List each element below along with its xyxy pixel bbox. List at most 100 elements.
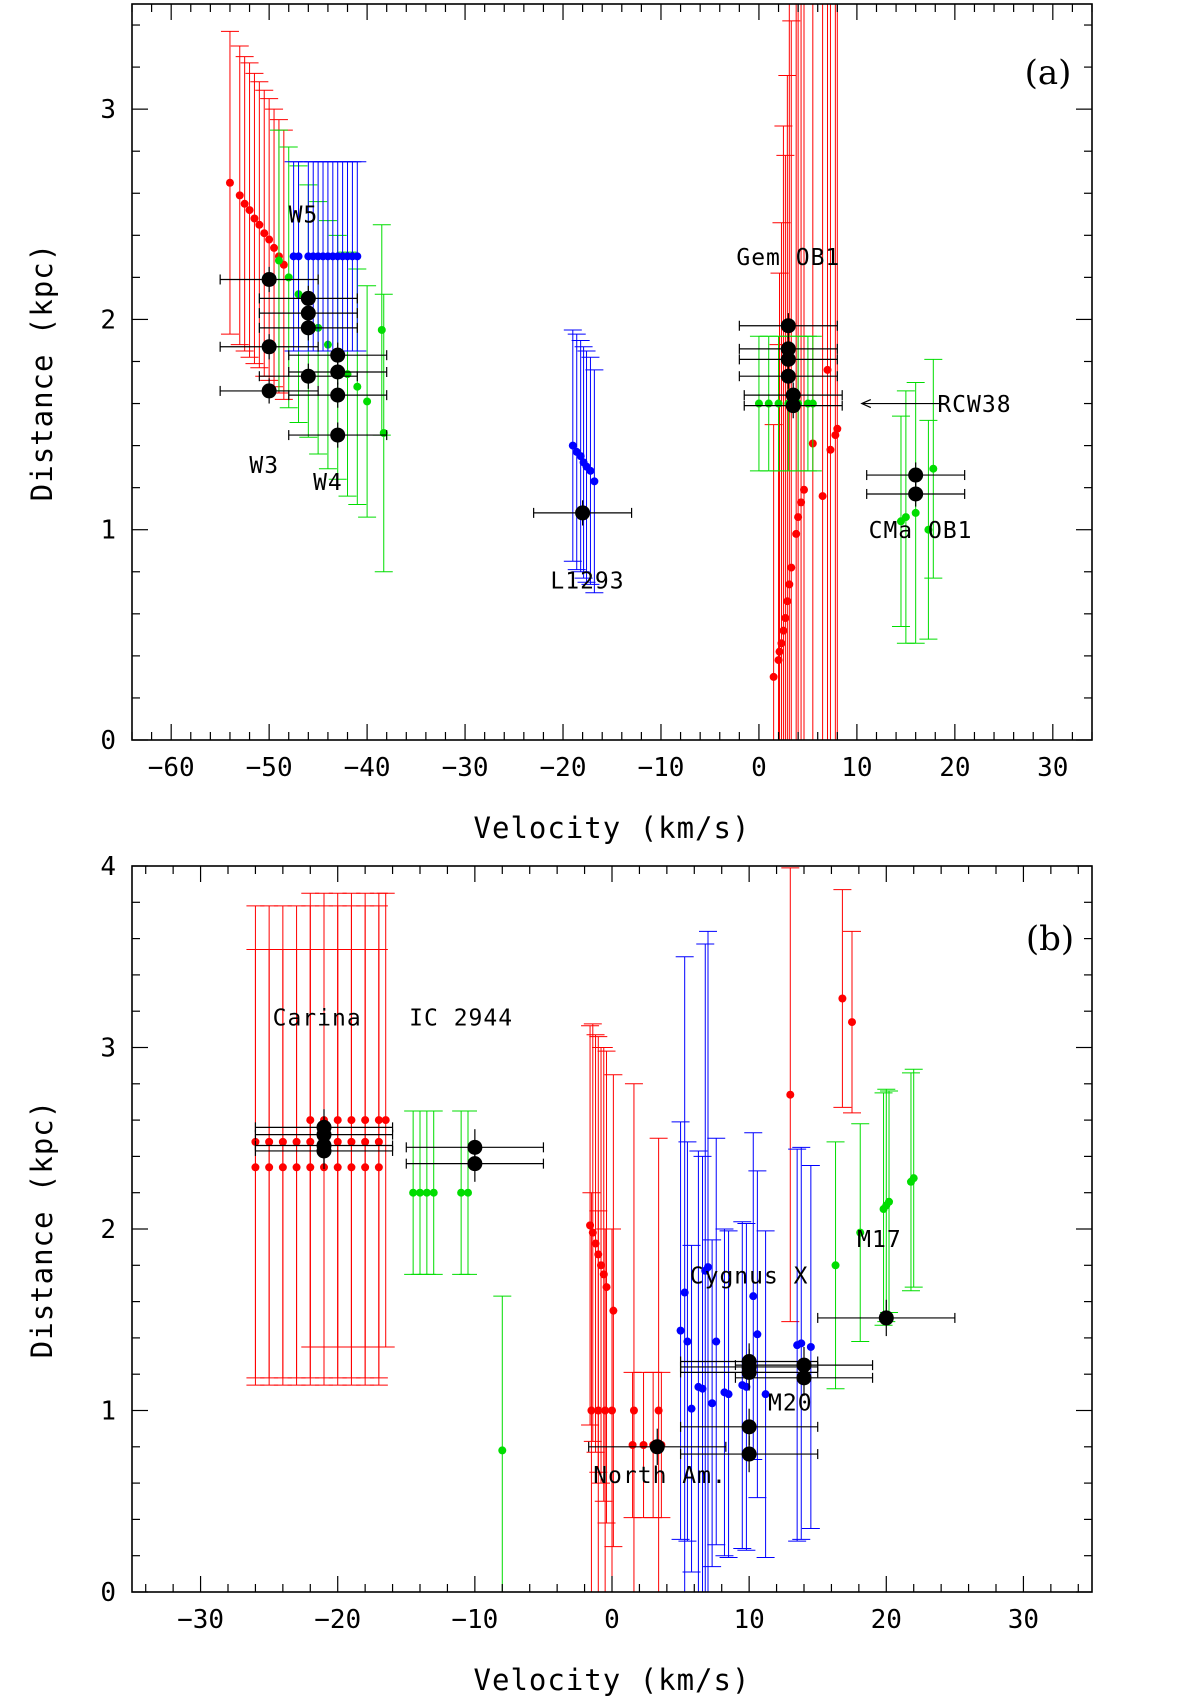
marker — [261, 271, 277, 287]
marker — [591, 1239, 600, 1248]
data-point — [699, 930, 717, 1592]
marker — [251, 1163, 260, 1172]
series-black — [254, 1109, 956, 1473]
data-point — [376, 892, 395, 1348]
data-point — [874, 1092, 893, 1326]
data-point — [831, 4, 840, 740]
panel-a-chart: −60 −50 −40 −30 −20 −10 0 10 20 30 0 1 2 3 Velocity (k… — [25, 3, 1093, 845]
panel-tag: (a) — [1025, 53, 1072, 93]
marker — [818, 492, 827, 501]
y-axis-title: Distance (kpc) — [25, 243, 59, 501]
marker — [712, 1337, 721, 1346]
marker — [796, 1370, 812, 1386]
marker — [687, 1404, 696, 1413]
marker — [698, 1384, 707, 1393]
marker — [568, 441, 577, 450]
marker — [240, 199, 249, 208]
marker — [754, 399, 763, 408]
marker — [274, 256, 283, 265]
data-point — [597, 1050, 616, 1524]
data-point — [734, 1359, 874, 1396]
marker — [741, 1364, 757, 1380]
data-point — [563, 329, 582, 562]
marker — [575, 505, 591, 521]
marker — [300, 290, 316, 306]
x-tick-label: 20 — [939, 753, 970, 783]
x-tick-label: 10 — [841, 753, 872, 783]
x-tick-label: 10 — [733, 1605, 764, 1635]
data-point — [452, 1110, 471, 1275]
marker — [429, 1188, 438, 1197]
data-point — [260, 98, 279, 381]
x-tick-label: 30 — [1008, 1605, 1039, 1635]
region-label: W5 — [289, 203, 319, 229]
marker — [929, 464, 938, 473]
arrow — [860, 398, 946, 409]
data-point — [255, 89, 274, 377]
data-point — [748, 1170, 767, 1499]
data-point — [603, 1228, 621, 1592]
marker — [270, 243, 279, 252]
x-axis-title: Velocity (km/s) — [474, 811, 751, 845]
marker — [774, 399, 783, 408]
data-point — [374, 293, 393, 573]
marker — [831, 1261, 840, 1270]
y-tick-label: 1 — [100, 516, 116, 546]
marker — [586, 466, 595, 475]
x-tick-label: −10 — [637, 753, 684, 783]
marker — [363, 397, 372, 406]
data-point — [405, 1145, 545, 1182]
arrow-head — [860, 398, 872, 409]
data-point — [594, 1047, 613, 1502]
marker — [602, 1283, 611, 1292]
marker — [587, 1406, 596, 1415]
marker — [797, 1339, 806, 1348]
series-green — [404, 1068, 923, 1592]
data-point — [880, 1090, 899, 1313]
marker — [800, 485, 808, 494]
data-point — [459, 1110, 477, 1275]
marker — [806, 1342, 815, 1351]
data-point — [348, 161, 367, 352]
marker — [704, 1263, 712, 1272]
y-tick-label: 2 — [100, 305, 116, 335]
x-tick-label: −40 — [344, 753, 391, 783]
marker — [838, 994, 847, 1003]
marker — [457, 1188, 466, 1197]
data-point — [649, 1137, 668, 1592]
marker — [908, 467, 924, 483]
data-point — [250, 81, 269, 369]
data-point — [738, 363, 838, 389]
data-point — [358, 285, 377, 518]
marker — [265, 1163, 274, 1172]
marker — [608, 1406, 616, 1415]
marker — [330, 347, 346, 363]
x-tick-label: 0 — [751, 753, 767, 783]
marker — [783, 597, 792, 606]
marker — [300, 320, 316, 336]
marker — [330, 387, 346, 403]
x-axis-title: Velocity (km/s) — [474, 1663, 751, 1697]
marker — [833, 424, 842, 433]
region-label: Carina — [273, 1006, 362, 1032]
marker — [787, 563, 796, 572]
data-point — [781, 867, 800, 1323]
data-point — [817, 1299, 956, 1337]
marker — [792, 529, 801, 538]
marker — [599, 1270, 608, 1279]
marker — [901, 513, 910, 522]
region-label: Cygnus X — [690, 1263, 809, 1289]
marker — [764, 399, 773, 408]
x-tick-label: −60 — [148, 753, 195, 783]
data-point — [744, 1132, 763, 1461]
data-point — [288, 422, 388, 448]
data-point — [866, 481, 966, 507]
data-point — [682, 1244, 701, 1573]
data-point — [574, 346, 593, 579]
data-point — [246, 948, 265, 1386]
marker — [597, 1261, 606, 1270]
y-axis-title: Distance (kpc) — [25, 1100, 59, 1358]
marker — [680, 1288, 689, 1297]
y-tick-label: 0 — [100, 1578, 116, 1608]
